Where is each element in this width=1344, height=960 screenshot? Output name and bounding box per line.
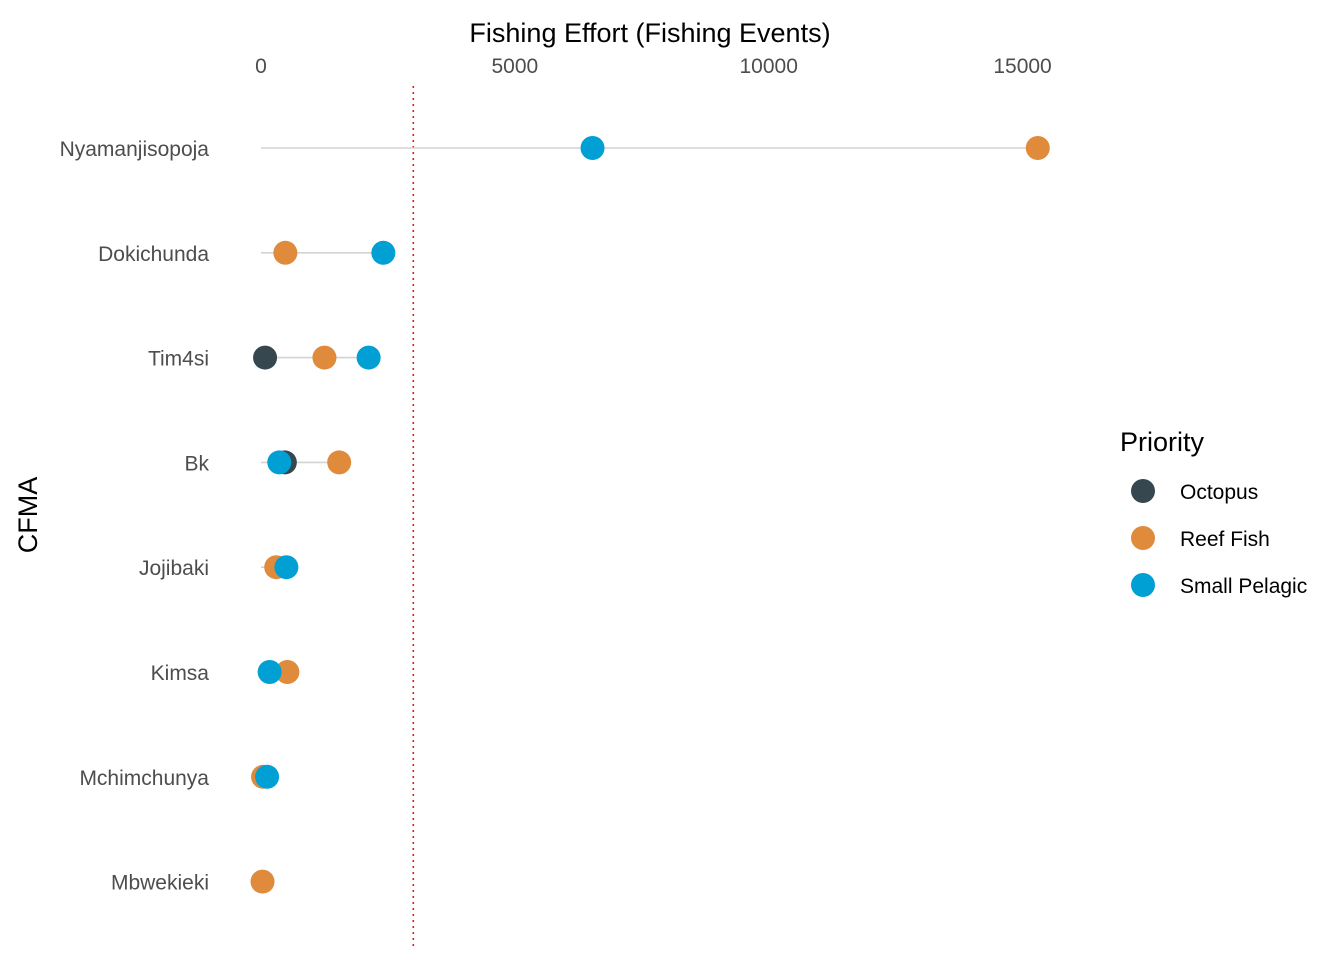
data-point bbox=[250, 869, 275, 894]
legend-key bbox=[1131, 573, 1155, 597]
data-point bbox=[274, 555, 299, 580]
data-point bbox=[273, 240, 298, 265]
data-point bbox=[580, 136, 605, 160]
data-point bbox=[267, 450, 292, 475]
x-tick-label: 0 bbox=[255, 55, 267, 78]
y-tick-label: Kimsa bbox=[151, 662, 210, 685]
y-tick-label: Nyamanjisopoja bbox=[60, 138, 210, 161]
data-point bbox=[1025, 136, 1050, 160]
data-point bbox=[327, 450, 352, 475]
y-tick-label: Tim4si bbox=[148, 348, 209, 371]
data-point bbox=[371, 240, 396, 265]
legend-label: Reef Fish bbox=[1180, 528, 1270, 551]
x-tick-label: 15000 bbox=[993, 55, 1051, 78]
data-point bbox=[257, 660, 282, 684]
x-axis-title: Fishing Effort (Fishing Events) bbox=[469, 18, 830, 48]
x-tick-label: 10000 bbox=[739, 55, 797, 78]
x-tick-label: 5000 bbox=[491, 55, 538, 78]
legend: Priority Octopus Reef Fish Small Pelagic bbox=[1120, 427, 1307, 598]
legend-label: Octopus bbox=[1180, 481, 1258, 504]
y-tick-label: Mbwekieki bbox=[111, 872, 209, 895]
data-point bbox=[255, 764, 280, 789]
y-tick-label: Jojibaki bbox=[139, 557, 209, 580]
data-point bbox=[253, 345, 278, 370]
y-tick-label: Dokichunda bbox=[98, 243, 209, 266]
legend-title: Priority bbox=[1120, 427, 1205, 457]
data-point bbox=[356, 345, 381, 370]
y-tick-label: Mchimchunya bbox=[79, 767, 209, 790]
y-tick-label: Bk bbox=[184, 452, 209, 475]
legend-label: Small Pelagic bbox=[1180, 575, 1307, 598]
y-axis-title: CFMA bbox=[13, 477, 43, 554]
legend-key bbox=[1131, 526, 1155, 550]
legend-key bbox=[1131, 479, 1155, 503]
data-point bbox=[275, 660, 300, 684]
data-point bbox=[312, 345, 337, 370]
